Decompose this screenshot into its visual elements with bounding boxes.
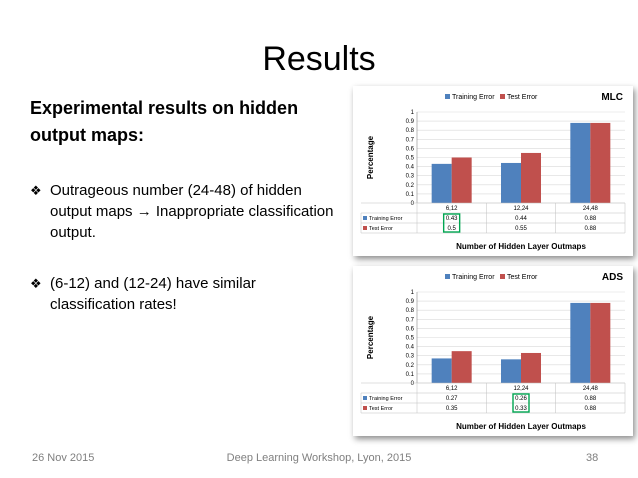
table-value: 0.27 [446, 396, 458, 402]
table-value: 0.44 [515, 216, 527, 222]
bar [451, 157, 472, 203]
table-value: 0.88 [584, 396, 596, 402]
bullet-text-2: (6-12) and (12-24) have similar classifi… [50, 275, 256, 313]
y-tick-label: 0.6 [406, 326, 415, 332]
y-tick-label: 0.1 [406, 372, 415, 378]
legend-swatch [445, 274, 450, 279]
y-tick-label: 1 [411, 110, 415, 116]
y-tick-label: 0.7 [406, 137, 415, 143]
table-value: 0.35 [446, 406, 458, 412]
y-axis-title: Percentage [366, 315, 375, 359]
slide-title: Results [262, 40, 376, 78]
table-value: 0.88 [584, 216, 596, 222]
y-axis-title: Percentage [366, 135, 375, 179]
y-tick-label: 0.9 [406, 119, 415, 125]
table-value: 0.26 [515, 396, 527, 402]
table-legend-swatch [363, 226, 367, 230]
x-axis-title: Number of Hidden Layer Outmaps [456, 422, 586, 431]
x-tick-label: 24,48 [583, 206, 599, 212]
legend-label: Test Error [507, 274, 538, 281]
table-value: 0.88 [584, 226, 596, 232]
y-tick-label: 0.6 [406, 146, 415, 152]
legend-swatch [500, 94, 505, 99]
y-tick-label: 1 [411, 290, 415, 296]
chart-mlc-panel: MLC Training Error Test Error 0 0.1 0.2 0.3 0.4… [353, 86, 633, 256]
bar [431, 163, 452, 203]
y-tick-label: 0.8 [406, 128, 415, 134]
bar [431, 358, 452, 383]
bar [521, 152, 541, 203]
legend-label: Test Error [507, 94, 538, 101]
y-tick-label: 0.5 [406, 156, 415, 162]
y-tick-label: 0.9 [406, 299, 415, 305]
table-value: 0.5 [447, 226, 456, 232]
x-tick-label: 24,48 [583, 386, 599, 392]
y-tick-label: 0.4 [406, 165, 415, 171]
y-tick-label: 0.2 [406, 363, 415, 369]
table-legend-swatch [363, 396, 367, 400]
bar [521, 352, 541, 383]
y-tick-label: 0.3 [406, 354, 415, 360]
x-axis-title: Number of Hidden Layer Outmaps [456, 242, 586, 251]
bar [501, 359, 521, 383]
x-tick-label: 12,24 [513, 386, 529, 392]
chart-mlc: MLC Training Error Test Error 0 0.1 0.2 0.3 0.4… [360, 92, 626, 251]
x-tick-label: 6,12 [446, 386, 458, 392]
table-series-label: Test Error [369, 406, 393, 412]
y-tick-label: 0.8 [406, 308, 415, 314]
table-legend-swatch [363, 216, 367, 220]
y-tick-label: 0.4 [406, 345, 415, 351]
x-tick-label: 6,12 [446, 206, 458, 212]
legend-swatch [445, 94, 450, 99]
y-tick-label: 0.1 [406, 192, 415, 198]
table-legend-swatch [363, 406, 367, 410]
section-heading: Experimental results on hidden output ma… [30, 98, 299, 145]
x-tick-label: 12,24 [513, 206, 529, 212]
highlight-box [442, 213, 461, 233]
table-value: 0.88 [584, 406, 596, 412]
legend-label: Training Error [452, 94, 495, 101]
y-tick-label: 0.7 [406, 317, 415, 323]
y-tick-label: 0.2 [406, 183, 415, 189]
bar [451, 351, 472, 383]
table-series-label: Test Error [369, 226, 393, 232]
chart-tag: ADS [602, 272, 623, 283]
bar [570, 122, 591, 203]
y-tick-label: 0 [411, 201, 415, 207]
chart-tag: MLC [601, 92, 623, 103]
legend-swatch [500, 274, 505, 279]
footer-event: Deep Learning Workshop, Lyon, 2015 [226, 452, 412, 464]
highlight-box [512, 393, 530, 413]
diamond-bullet-icon: ❖ [30, 276, 42, 291]
diamond-bullet-icon: ❖ [30, 183, 42, 198]
table-value: 0.33 [515, 406, 527, 412]
chart-ads: ADS Training Error Test Error 0 0.1 0.2 0.3 0.4… [360, 272, 626, 431]
footer-page-number: 38 [586, 452, 599, 464]
y-tick-label: 0.5 [406, 336, 415, 342]
table-value: 0.43 [446, 216, 458, 222]
table-series-label: Training Error [369, 396, 403, 402]
bullet-text-1: Outrageous number (24-48) of hidden outp… [50, 182, 334, 241]
table-series-label: Training Error [369, 216, 403, 222]
y-tick-label: 0 [411, 381, 415, 387]
bar [501, 162, 521, 203]
bar [570, 302, 591, 383]
footer-date: 26 Nov 2015 [32, 452, 95, 464]
legend-label: Training Error [452, 274, 495, 281]
table-value: 0.55 [515, 226, 527, 232]
chart-ads-panel: ADS Training Error Test Error 0 0.1 0.2 0.3 0.4… [353, 266, 633, 436]
bar [590, 122, 611, 203]
bar [590, 302, 611, 383]
y-tick-label: 0.3 [406, 174, 415, 180]
